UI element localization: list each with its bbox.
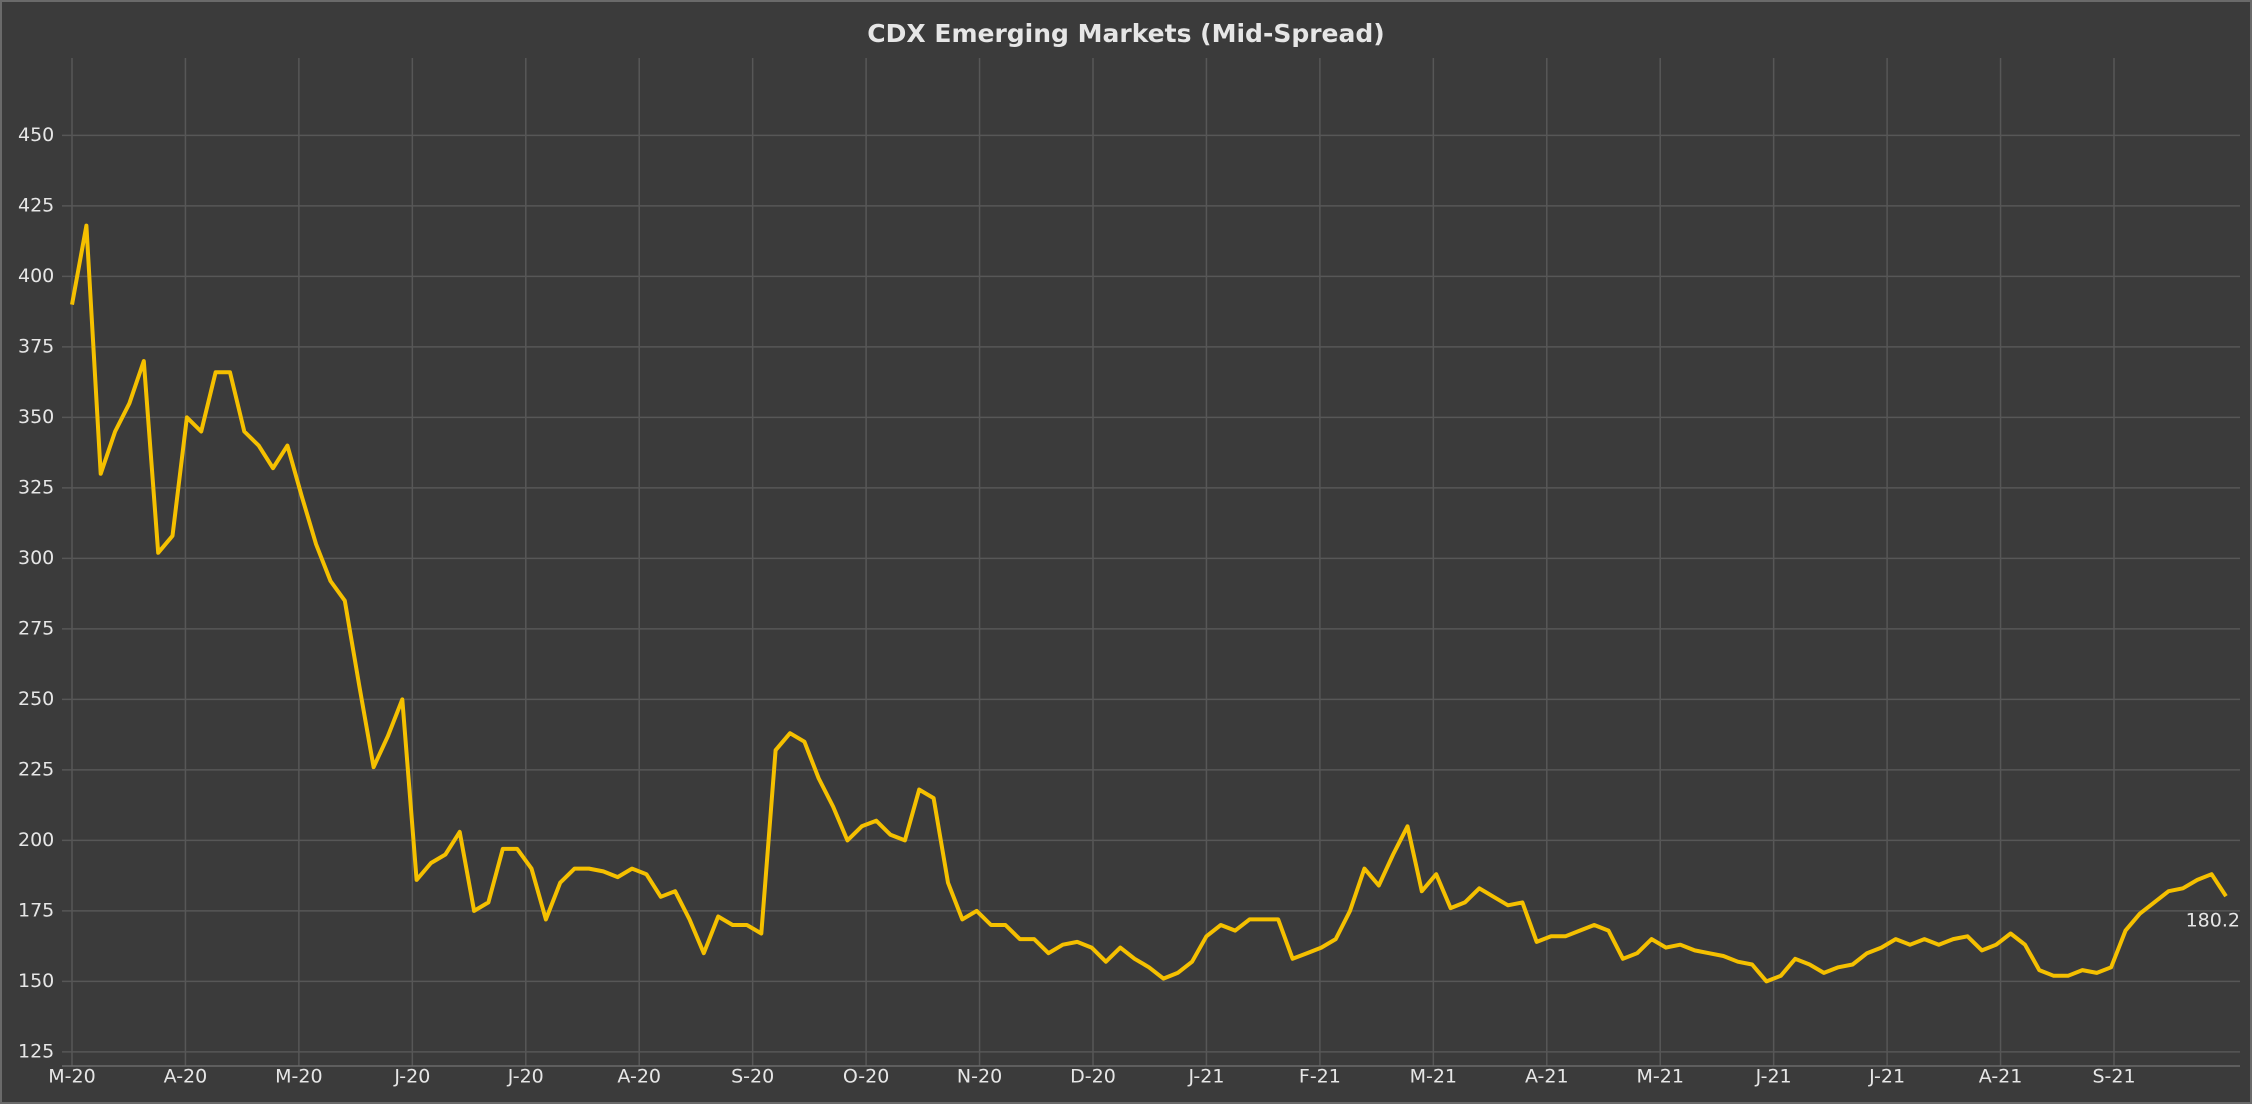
y-tick-label: 325 <box>18 476 54 498</box>
chart-title: CDX Emerging Markets (Mid-Spread) <box>867 19 1384 48</box>
x-tick-label: S-20 <box>731 1066 774 1088</box>
y-tick-label: 275 <box>18 617 54 639</box>
x-tick-label: O-20 <box>843 1066 890 1088</box>
data-line <box>70 223 2228 984</box>
y-tick-label: 250 <box>18 688 54 710</box>
y-tick-label: 200 <box>18 829 54 851</box>
x-tick-label: A-20 <box>164 1066 208 1088</box>
y-tick-label: 450 <box>18 124 54 146</box>
y-tick-label: 125 <box>18 1040 54 1062</box>
x-tick-label: A-21 <box>1979 1066 2023 1088</box>
x-tick-label: J-20 <box>393 1066 430 1088</box>
x-tick-label: M-20 <box>48 1066 95 1088</box>
x-tick-label: J-21 <box>1187 1066 1224 1088</box>
y-tick-label: 300 <box>18 547 54 569</box>
x-tick-label: J-21 <box>1868 1066 1905 1088</box>
x-tick-label: S-21 <box>2092 1066 2135 1088</box>
y-tick-label: 400 <box>18 265 54 287</box>
y-tick-label: 375 <box>18 335 54 357</box>
x-tick-label: M-21 <box>1636 1066 1683 1088</box>
y-tick-label: 350 <box>18 406 54 428</box>
y-tick-label: 175 <box>18 899 54 921</box>
y-tick-label: 225 <box>18 758 54 780</box>
x-tick-label: D-20 <box>1070 1066 1116 1088</box>
y-tick-label: 425 <box>18 194 54 216</box>
x-tick-label: J-20 <box>507 1066 544 1088</box>
x-tick-label: N-20 <box>957 1066 1002 1088</box>
x-tick-label: M-21 <box>1410 1066 1457 1088</box>
y-tick-label: 150 <box>18 970 54 992</box>
x-tick-label: J-21 <box>1755 1066 1792 1088</box>
x-tick-label: A-20 <box>617 1066 661 1088</box>
end-value-label: 180.2 <box>2186 910 2240 932</box>
x-tick-label: M-20 <box>275 1066 322 1088</box>
x-tick-label: F-21 <box>1299 1066 1341 1088</box>
x-tick-label: A-21 <box>1525 1066 1569 1088</box>
